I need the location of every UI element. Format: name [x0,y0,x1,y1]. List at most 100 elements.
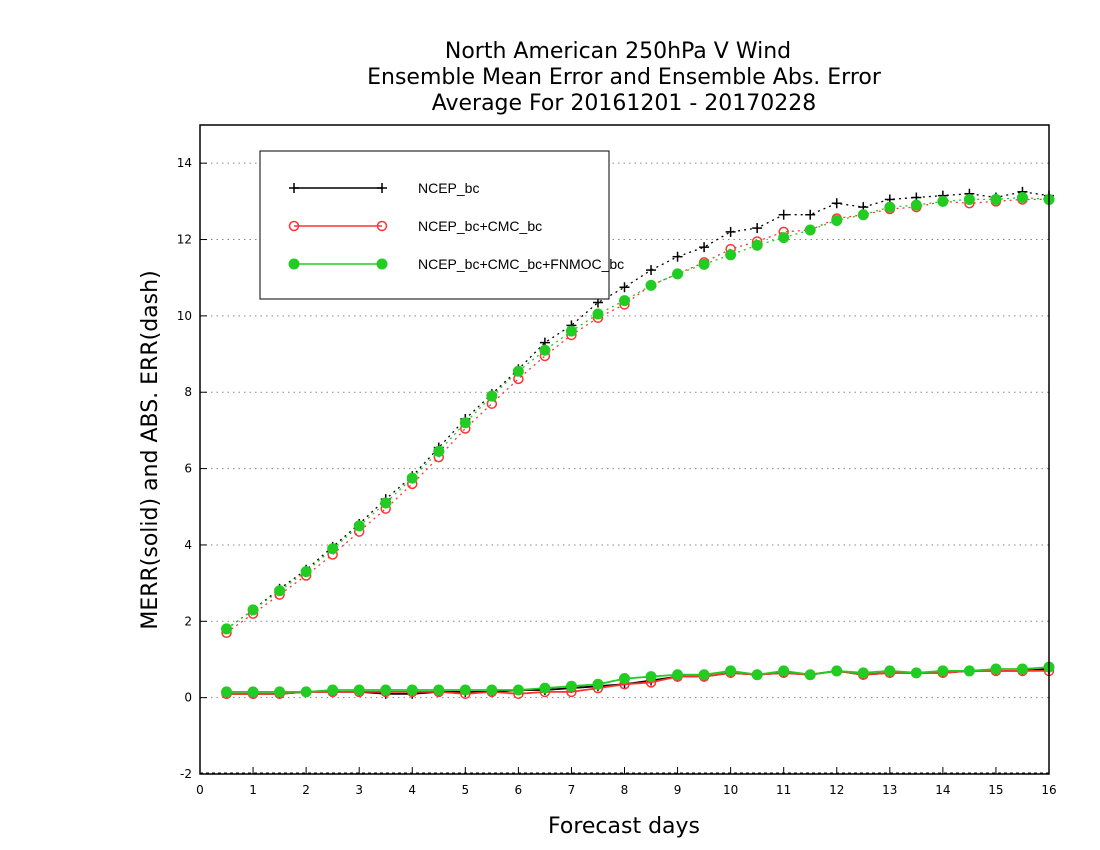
series-0-abs_err-point-17 [672,251,683,262]
x-tick-label-11: 11 [776,783,791,797]
series-2-mean_err-point-8 [433,684,445,696]
series-2-mean_err-point-11 [512,684,524,696]
series-2-mean_err-point-15 [619,673,630,685]
series-0-abs_err-point-20 [752,223,763,234]
x-tick-label-3: 3 [355,783,363,797]
series-2-abs_err-point-19 [725,249,737,261]
legend-label-2: NCEP_bc+CMC_bc+FNMOC_bc [418,256,624,272]
series-2-abs_err-point-0 [221,623,233,635]
series-2-mean_err-point-18 [698,669,710,681]
series-2-abs_err-point-30 [1016,192,1028,204]
series-2-abs_err-point-20 [751,239,763,251]
x-tick-label-12: 12 [829,783,844,797]
x-tick-label-8: 8 [621,783,629,797]
series-2-abs_err-point-18 [698,258,710,270]
legend-marker-right-0 [377,183,387,193]
legend-marker-left-0 [289,183,299,193]
series-2-mean_err-point-24 [857,667,869,679]
series-2-mean_err-point-13 [565,680,577,692]
series-2-abs_err-point-27 [937,195,949,207]
grid [200,162,1049,774]
x-tick-label-7: 7 [568,783,576,797]
series-2-abs_err-point-15 [619,295,630,307]
series-2-mean_err-point-20 [751,669,763,681]
series-2-abs_err-point-26 [910,199,922,211]
series-2-abs_err-point-11 [512,365,524,377]
series-0-abs_err-point-15 [619,282,630,293]
y-tick-label-4: 6 [184,462,192,476]
series-2-mean_err-point-23 [831,665,843,677]
chart-title-line-1: North American 250hPa V Wind [445,39,791,64]
x-tick-label-16: 16 [1041,783,1056,797]
y-tick-label-2: 2 [184,614,192,628]
x-tick-label-6: 6 [515,783,523,797]
series-2-mean_err-point-9 [459,684,471,696]
series-2-abs_err-point-16 [645,279,657,291]
x-axis-label: Forecast days [548,814,700,839]
legend-marker-right-1 [376,220,388,232]
series-2-mean_err-point-5 [353,684,365,696]
x-tick-label-13: 13 [882,783,897,797]
series-0-abs_err-point-22 [805,209,816,220]
series-2-abs_err-point-6 [380,497,392,509]
series-2-mean_err-point-30 [1016,663,1028,675]
series-2-abs_err-point-9 [459,417,471,429]
y-tick-label-0: -2 [180,767,192,781]
y-tick-label-1: 0 [184,691,192,705]
series-2-mean_err-point-28 [963,665,975,677]
series-2-abs_err-point-23 [831,214,843,226]
series-0-abs_err-point-23 [831,198,842,209]
series-0-abs_err-point-16 [646,265,657,276]
y-tick-label-8: 14 [177,156,192,170]
x-tick-label-0: 0 [196,783,204,797]
series-2-abs_err-point-2 [274,585,286,597]
x-tick-label-2: 2 [302,783,310,797]
series-2-mean_err-point-29 [990,663,1002,675]
series-2-mean_err-point-1 [247,686,259,698]
x-tick-label-1: 1 [249,783,257,797]
series-2-mean_err-point-2 [274,686,286,698]
series-1-abs_err-line [226,198,1049,634]
legend-box [259,150,610,300]
series-2-mean_err-point-12 [539,682,551,694]
y-axis-label: MERR(solid) and ABS. ERR(dash) [138,270,163,629]
series-0-abs_err-point-21 [778,209,789,220]
series-2-mean_err-point-6 [380,684,392,696]
series-2-mean_err-point-10 [486,684,498,696]
series-2-mean_err-point-27 [937,665,949,677]
x-tick-label-4: 4 [408,783,416,797]
x-tick-label-9: 9 [674,783,682,797]
series-2-abs_err-point-12 [539,344,551,356]
series-2-abs_err-point-3 [300,566,312,578]
series-2-mean_err-point-7 [406,684,418,696]
series-2-mean_err-point-19 [725,665,737,677]
series-2-mean_err-line [226,666,1050,693]
series-2-abs_err-point-14 [592,308,604,320]
series-2-abs_err-point-13 [565,325,577,337]
series-2-mean_err-point-21 [778,665,790,677]
y-tick-label-3: 4 [184,538,192,552]
y-axis: -2 0 2 4 6 8 10 12 14 [177,156,207,781]
legend-marker-left-1 [288,220,300,232]
legend: NCEP_bc NCEP_bc+CMC_bc NCEP_bc+CMC_bc+FNMO… [259,150,624,300]
legend-label-1: NCEP_bc+CMC_bc [418,218,542,234]
series-2-mean_err-point-22 [804,669,816,681]
y-tick-label-5: 8 [184,385,192,399]
chart-title: North American 250hPa V Wind Ensemble Me… [367,39,882,116]
series-2-abs_err-point-1 [247,604,259,616]
series-2-mean_err-point-25 [884,665,896,677]
series-2-abs_err-point-25 [884,201,896,213]
x-tick-label-14: 14 [935,783,950,797]
legend-marker-right-2 [376,258,388,270]
series-2-mean_err-point-26 [910,667,922,679]
series-2-abs_err-point-22 [804,224,816,236]
chart-title-line-2: Ensemble Mean Error and Ensemble Abs. Er… [367,65,882,90]
series-2-abs_err-point-8 [433,445,445,457]
series-2-abs_err-point-29 [990,193,1002,205]
series-2-abs_err-point-24 [857,209,869,221]
legend-label-0: NCEP_bc [418,180,479,196]
y-tick-label-7: 12 [177,233,192,247]
x-tick-label-5: 5 [461,783,469,797]
series-0-abs_err-point-19 [725,226,736,237]
